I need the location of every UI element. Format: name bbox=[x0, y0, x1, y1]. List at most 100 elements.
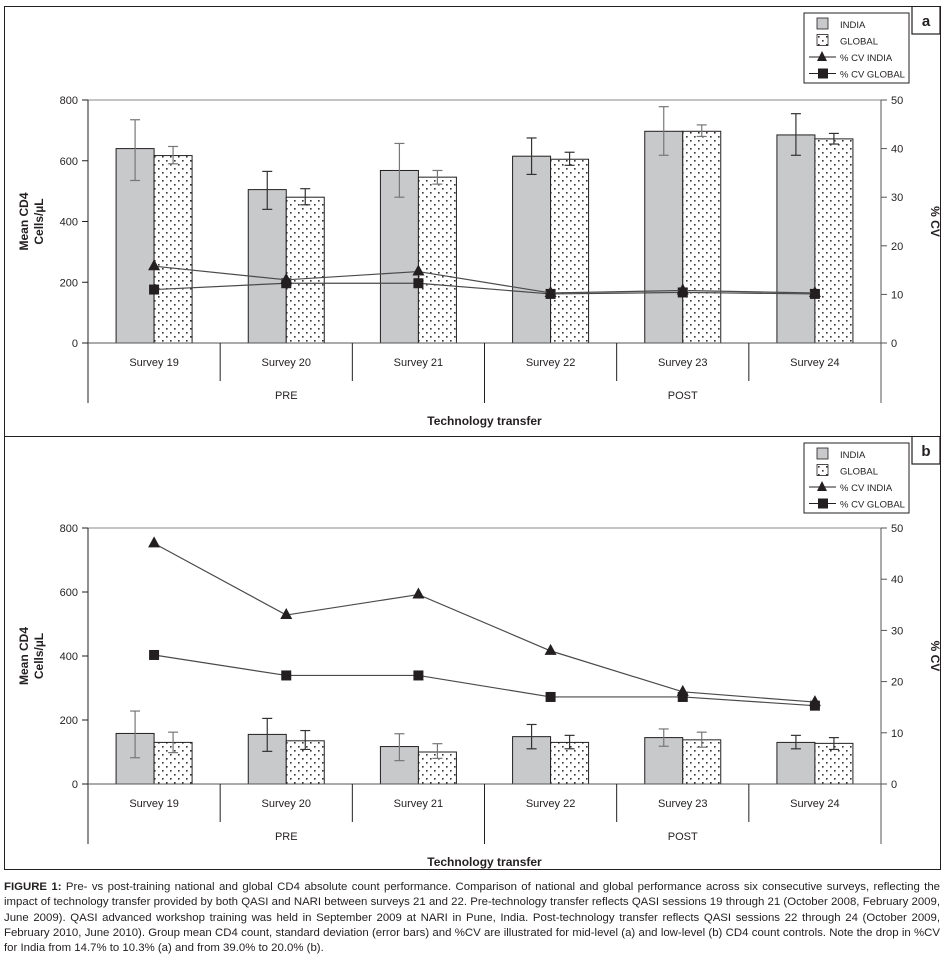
legend-swatch-india bbox=[816, 447, 829, 460]
y-axis-title: Mean CD4Cells/µL bbox=[17, 627, 46, 685]
bar-global bbox=[814, 742, 854, 785]
y2-tick-label: 30 bbox=[891, 192, 903, 204]
group-label: PRE bbox=[275, 831, 298, 843]
category-label: Survey 24 bbox=[790, 357, 840, 369]
marker-cv-india bbox=[544, 643, 557, 655]
marker-cv-india bbox=[808, 285, 821, 297]
marker-cv-india bbox=[148, 536, 161, 548]
panel-label-box bbox=[911, 7, 940, 35]
legend-square-marker bbox=[818, 68, 828, 79]
chart-panel-a: 0 200 400 600 800 0 10 20 30 40 50 Mean CD4Cells/µL… bbox=[4, 6, 941, 438]
bar-india bbox=[512, 155, 552, 344]
legend-label: % CV GLOBAL bbox=[840, 70, 905, 81]
y2-tick-label: 50 bbox=[891, 523, 903, 535]
figure-caption: FIGURE 1: Pre- vs post-training national… bbox=[4, 880, 940, 956]
legend: INDIA GLOBAL % CV INDIA % CV GLOBAL bbox=[803, 12, 910, 84]
bar-global bbox=[153, 155, 193, 344]
marker-cv-india bbox=[412, 587, 425, 599]
bar-global bbox=[285, 196, 325, 344]
group-label: POST bbox=[668, 390, 698, 402]
y2-axis-title: % CV bbox=[928, 206, 940, 237]
legend-label: GLOBAL bbox=[840, 467, 878, 478]
category-label: Survey 21 bbox=[394, 357, 444, 369]
bar-global bbox=[550, 158, 590, 344]
marker-cv-india bbox=[148, 259, 161, 271]
y2-tick-label: 40 bbox=[891, 574, 903, 586]
legend-square-marker bbox=[818, 498, 828, 509]
marker-cv-global bbox=[281, 670, 292, 681]
group-label: POST bbox=[668, 831, 698, 843]
legend-label: INDIA bbox=[840, 20, 866, 31]
y-tick-label: 800 bbox=[60, 95, 78, 107]
marker-cv-india bbox=[412, 264, 425, 276]
line-cv-global bbox=[153, 654, 815, 707]
caption-text: Pre- vs post-training national and globa… bbox=[4, 881, 940, 955]
y-tick-label: 0 bbox=[72, 779, 78, 791]
category-label: Survey 20 bbox=[261, 357, 311, 369]
marker-cv-india bbox=[280, 272, 293, 284]
legend-label: % CV INDIA bbox=[840, 483, 893, 494]
y2-tick-label: 10 bbox=[891, 728, 903, 740]
category-label: Survey 23 bbox=[658, 357, 708, 369]
y-tick-label: 600 bbox=[60, 587, 78, 599]
marker-cv-india bbox=[676, 684, 689, 696]
marker-cv-global bbox=[149, 284, 160, 295]
line-cv-global bbox=[154, 282, 815, 295]
y-tick-label: 200 bbox=[60, 277, 78, 289]
y2-tick-label: 0 bbox=[891, 779, 897, 791]
y-tick-label: 800 bbox=[60, 523, 78, 535]
legend-swatch-india bbox=[816, 17, 829, 30]
marker-cv-india bbox=[808, 695, 821, 707]
marker-cv-global bbox=[413, 278, 424, 289]
y2-tick-label: 0 bbox=[891, 338, 897, 350]
bar-global bbox=[417, 176, 457, 344]
y-tick-label: 400 bbox=[60, 651, 78, 663]
legend-swatch-global bbox=[816, 464, 829, 476]
y2-tick-label: 20 bbox=[891, 241, 903, 253]
chart-panel-b: 0 200 400 600 800 0 10 20 30 40 50 Mean CD4Cells/µL… bbox=[4, 436, 941, 870]
x-axis-title: Technology transfer bbox=[427, 855, 542, 869]
chart-b-svg: 0 200 400 600 800 0 10 20 30 40 50 Mean CD4Cells/µL… bbox=[17, 437, 940, 869]
y-tick-label: 600 bbox=[60, 156, 78, 168]
bar-india bbox=[644, 130, 684, 344]
y-axis-title-line: Mean CD4 bbox=[17, 627, 31, 685]
y2-tick-label: 50 bbox=[891, 95, 903, 107]
group-label: PRE bbox=[275, 390, 298, 402]
legend-triangle-marker bbox=[817, 481, 827, 491]
panel-label-box bbox=[911, 437, 940, 465]
marker-cv-global bbox=[677, 691, 688, 702]
marker-cv-india bbox=[544, 285, 557, 297]
y-tick-label: 0 bbox=[72, 338, 78, 350]
y-tick-label: 200 bbox=[60, 715, 78, 727]
legend-label: % CV INDIA bbox=[840, 53, 893, 64]
category-label: Survey 21 bbox=[394, 798, 444, 810]
category-label: Survey 22 bbox=[526, 357, 576, 369]
legend-swatch-global bbox=[816, 34, 829, 46]
y2-tick-label: 20 bbox=[891, 677, 903, 689]
x-axis-title: Technology transfer bbox=[427, 414, 542, 428]
marker-cv-india bbox=[280, 608, 293, 620]
category-label: Survey 24 bbox=[790, 798, 840, 810]
marker-cv-global bbox=[413, 670, 424, 681]
category-label: Survey 19 bbox=[129, 798, 179, 810]
chart-a-svg: 0 200 400 600 800 0 10 20 30 40 50 Mean CD4Cells/µL… bbox=[17, 7, 940, 428]
bar-global bbox=[814, 138, 854, 344]
bar-india bbox=[776, 134, 816, 344]
y-axis-title-line: Cells/µL bbox=[32, 198, 46, 244]
category-label: Survey 22 bbox=[526, 798, 576, 810]
category-label: Survey 20 bbox=[261, 798, 311, 810]
marker-cv-global bbox=[149, 649, 160, 660]
legend-triangle-marker bbox=[817, 51, 827, 61]
line-cv-india bbox=[153, 542, 815, 703]
category-label: Survey 19 bbox=[129, 357, 179, 369]
y2-tick-label: 40 bbox=[891, 144, 903, 156]
caption-label: FIGURE 1: bbox=[4, 881, 62, 893]
y-tick-label: 400 bbox=[60, 217, 78, 229]
panel-label: a bbox=[922, 13, 931, 30]
y-axis-title-line: Cells/µL bbox=[32, 633, 46, 679]
legend-label: INDIA bbox=[840, 450, 866, 461]
marker-cv-india bbox=[676, 283, 689, 295]
y2-tick-label: 30 bbox=[891, 625, 903, 637]
y2-tick-label: 10 bbox=[891, 289, 903, 301]
category-label: Survey 23 bbox=[658, 798, 708, 810]
